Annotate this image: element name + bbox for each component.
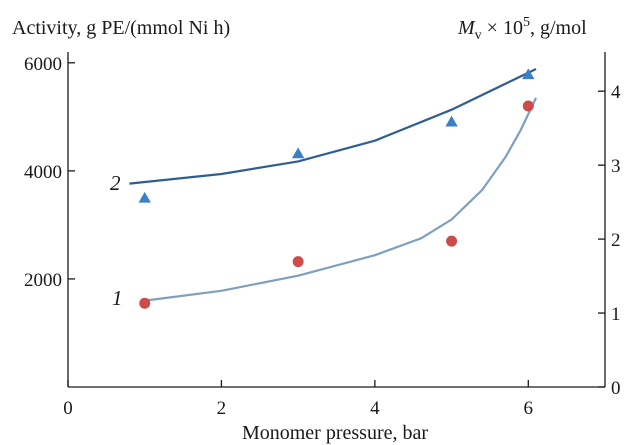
data-point-series-1 bbox=[139, 297, 151, 309]
y-right-tick-label: 4 bbox=[611, 82, 621, 103]
y-left-tick-label: 4000 bbox=[24, 162, 62, 183]
curve-label-2: 2 bbox=[110, 171, 121, 195]
axes: 0 2 4 6 2000 4000 6000 0 1 2 3 4 bbox=[24, 52, 621, 419]
fit-curve-1 bbox=[140, 97, 537, 303]
y-right-tick-label: 1 bbox=[611, 304, 621, 325]
data-point-series-1 bbox=[292, 256, 304, 268]
data-point-series-2 bbox=[291, 147, 305, 159]
x-axis-title: Monomer pressure, bar bbox=[242, 422, 428, 444]
x-tick-label: 0 bbox=[63, 398, 73, 419]
data-point-series-1 bbox=[522, 100, 534, 112]
data-point-series-2 bbox=[445, 115, 458, 127]
curve-label-1: 1 bbox=[112, 286, 123, 310]
y-left-axis-title: Activity, g PE/(mmol Ni h) bbox=[12, 17, 230, 39]
curve-labels: 2 1 bbox=[110, 171, 123, 310]
fit-curves bbox=[129, 68, 537, 303]
data-point-series-1 bbox=[446, 235, 458, 247]
y-right-tick-label: 2 bbox=[611, 230, 621, 251]
x-tick-label: 2 bbox=[217, 398, 227, 419]
x-tick-label: 4 bbox=[370, 398, 380, 419]
fit-curve-2 bbox=[129, 68, 537, 185]
x-tick-label: 6 bbox=[524, 398, 534, 419]
y-right-tick-label: 3 bbox=[611, 156, 621, 177]
y-right-tick-label: 0 bbox=[611, 378, 621, 399]
y-left-tick-label: 2000 bbox=[24, 270, 62, 291]
data-point-series-2 bbox=[138, 191, 151, 203]
data-point-series-2 bbox=[522, 68, 535, 80]
y-left-tick-label: 6000 bbox=[24, 54, 62, 75]
data-points bbox=[138, 68, 535, 309]
y-right-axis-title: Mv × 105, g/mol bbox=[457, 15, 587, 43]
